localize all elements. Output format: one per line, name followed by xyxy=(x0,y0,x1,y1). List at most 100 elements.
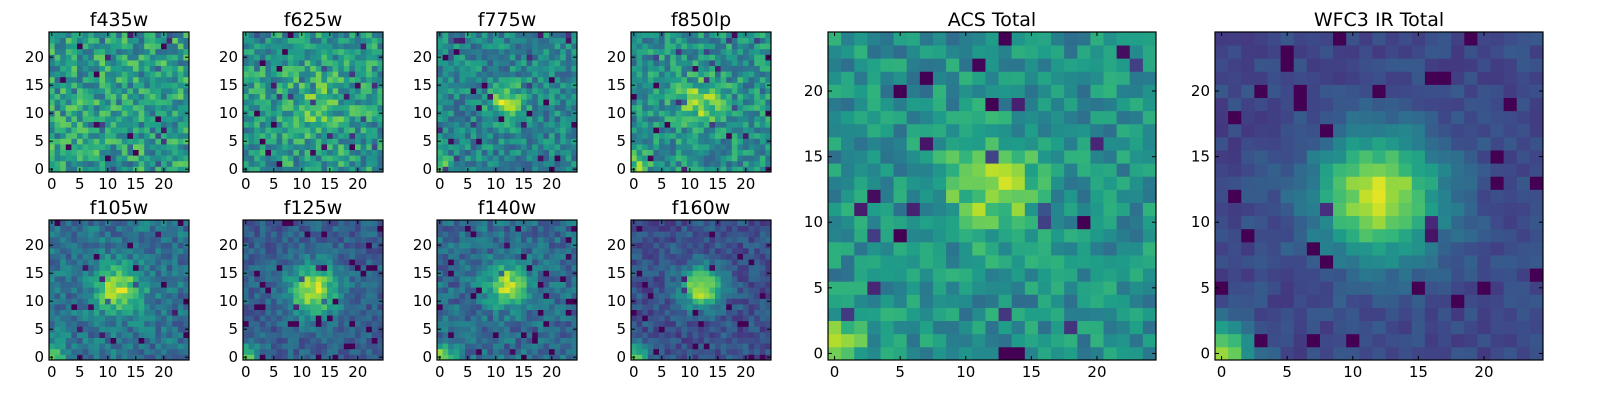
pixel-cell xyxy=(155,149,162,156)
pixel-cell xyxy=(243,65,249,72)
pixel-cell xyxy=(653,270,660,277)
pixel-cell xyxy=(155,292,162,299)
pixel-cell xyxy=(304,144,311,150)
pixel-cell xyxy=(133,116,139,122)
pixel-cell xyxy=(509,43,516,50)
pixel-cell xyxy=(476,231,483,238)
pixel-cell xyxy=(703,348,710,355)
pixel-cell xyxy=(304,315,311,322)
pixel-cell xyxy=(287,155,294,162)
pixel-cell xyxy=(487,71,494,78)
pixel-cell xyxy=(155,276,162,282)
pixel-cell xyxy=(177,337,184,344)
pixel-cell xyxy=(49,287,55,294)
pixel-cell xyxy=(720,309,727,316)
pixel-cell xyxy=(737,315,744,322)
pixel-cell xyxy=(287,326,294,333)
pixel-cell xyxy=(338,281,345,288)
pixel-cell xyxy=(532,104,539,111)
pixel-cell xyxy=(110,304,117,310)
pixel-cell xyxy=(149,236,156,243)
pixel-cell xyxy=(565,264,572,271)
pixel-cell xyxy=(526,231,533,238)
pixel-cell xyxy=(299,104,305,111)
pixel-cell xyxy=(743,160,749,167)
pixel-cell xyxy=(481,292,488,299)
pixel-cell xyxy=(692,287,699,294)
pixel-cell xyxy=(681,337,688,344)
pixel-cell xyxy=(287,242,294,249)
pixel-cell xyxy=(265,309,272,316)
axes-frame xyxy=(436,219,578,361)
pixel-cell xyxy=(343,132,350,139)
pixel-cell xyxy=(543,309,550,316)
pixel-cell xyxy=(299,270,305,277)
pixel-cell xyxy=(560,292,567,299)
pixel-cell xyxy=(476,110,483,117)
pixel-cell xyxy=(293,99,300,106)
pixel-cell xyxy=(549,43,555,50)
pixel-cell xyxy=(498,236,505,243)
pixel-cell xyxy=(116,71,123,78)
pixel-cell xyxy=(504,337,511,344)
pixel-cell xyxy=(543,343,550,350)
pixel-cell xyxy=(155,54,162,61)
pixel-cell xyxy=(526,104,533,111)
pixel-cell xyxy=(343,110,350,117)
pixel-cell xyxy=(765,149,772,156)
pixel-cell xyxy=(560,270,567,277)
pixel-cell xyxy=(709,276,716,282)
pixel-cell xyxy=(265,71,272,78)
pixel-cell xyxy=(93,253,100,260)
pixel-cell xyxy=(161,65,167,72)
pixel-cell xyxy=(647,93,654,100)
pixel-cell xyxy=(521,248,527,254)
pixel-cell xyxy=(138,93,145,100)
pixel-cell xyxy=(332,225,339,232)
pixel-cell xyxy=(138,110,145,117)
x-tick-label: 15 xyxy=(514,175,533,193)
pixel-cell xyxy=(155,104,162,111)
pixel-cell xyxy=(265,149,272,156)
pixel-cell xyxy=(532,99,539,106)
pixel-cell xyxy=(82,110,89,117)
pixel-cell xyxy=(315,104,322,111)
pixel-cell xyxy=(442,82,449,89)
pixel-cell xyxy=(149,43,156,50)
pixel-cell xyxy=(509,82,516,89)
x-tick-label: 10 xyxy=(292,363,311,381)
pixel-cell xyxy=(138,332,145,338)
pixel-cell xyxy=(481,270,488,277)
pixel-cell xyxy=(116,320,123,327)
pixel-cell xyxy=(526,166,533,173)
pixel-cell xyxy=(498,71,505,78)
pixel-cell xyxy=(355,93,361,100)
pixel-cell xyxy=(110,76,117,83)
pixel-cell xyxy=(116,48,123,55)
pixel-cell xyxy=(133,60,139,66)
pixel-cell xyxy=(692,82,699,89)
pixel-cell xyxy=(765,337,772,344)
pixel-cell xyxy=(60,71,67,78)
pixel-cell xyxy=(371,144,378,150)
pixel-cell xyxy=(465,320,471,327)
pixel-cell xyxy=(310,149,317,156)
pixel-cell xyxy=(276,116,283,122)
pixel-cell xyxy=(338,343,345,350)
pixel-cell xyxy=(155,48,162,55)
pixel-cell xyxy=(138,43,145,50)
pixel-cell xyxy=(243,160,249,167)
pixel-cell xyxy=(560,236,567,243)
pixel-cell xyxy=(105,264,111,271)
pixel-cell xyxy=(515,43,522,50)
pixel-cell xyxy=(709,82,716,89)
pixel-cell xyxy=(565,127,572,134)
pixel-cell xyxy=(243,155,249,162)
pixel-cell xyxy=(498,160,505,167)
pixel-cell xyxy=(737,37,744,44)
pixel-cell xyxy=(282,270,289,277)
pixel-cell xyxy=(138,320,145,327)
pixel-cell xyxy=(71,304,78,310)
pixel-cell xyxy=(748,132,755,139)
pixel-cell xyxy=(144,337,151,344)
